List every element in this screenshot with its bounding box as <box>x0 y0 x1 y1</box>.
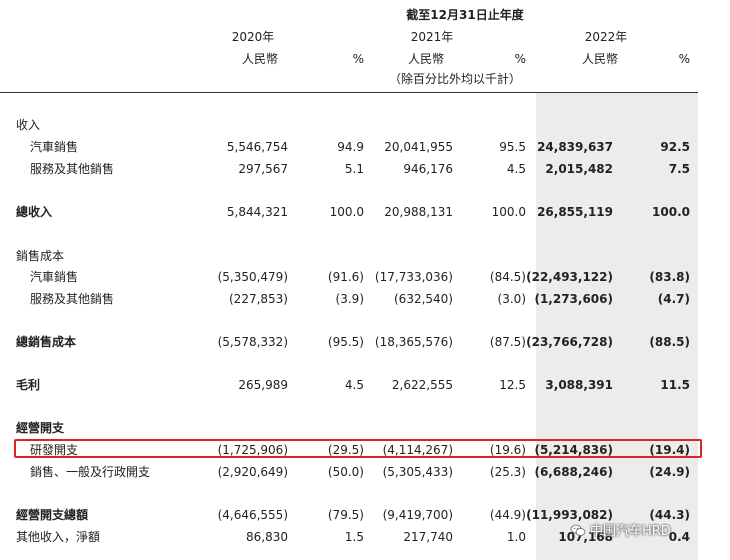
row-value: 100.0 <box>491 205 526 219</box>
row-value: (6,688,246) <box>534 465 613 479</box>
row-value: (4,114,267) <box>382 443 453 457</box>
pct-2021-header: % <box>514 52 526 66</box>
row-label: 服務及其他銷售 <box>30 162 115 176</box>
row-value: 2,622,555 <box>391 378 453 392</box>
row-value: (4.7) <box>657 292 690 306</box>
period-header: 截至12月31日止年度 <box>406 8 524 22</box>
row-value: 5,546,754 <box>226 140 288 154</box>
row-value: 1.5 <box>344 530 364 544</box>
row-value: (5,350,479) <box>217 270 288 284</box>
row-label: 經營開支總額 <box>16 508 89 522</box>
row-value: 92.5 <box>660 140 690 154</box>
row-value: 297,567 <box>238 162 288 176</box>
row-value: 5.1 <box>344 162 364 176</box>
row-value: (9,419,700) <box>382 508 453 522</box>
row-value: 4.5 <box>506 162 526 176</box>
row-value: (29.5) <box>327 443 364 457</box>
row-value: 0.4 <box>668 530 690 544</box>
rd-expense-highlight <box>14 439 702 458</box>
row-value: 26,855,119 <box>537 205 613 219</box>
row-value: (2,920,649) <box>217 465 288 479</box>
row-value: (11,993,082) <box>526 508 613 522</box>
row-label: 收入 <box>16 118 41 132</box>
row-value: 24,839,637 <box>537 140 613 154</box>
row-value: 7.5 <box>668 162 690 176</box>
row-value: (25.3) <box>489 465 526 479</box>
row-value: 5,844,321 <box>226 205 288 219</box>
row-value: (44.3) <box>649 508 690 522</box>
fy2022-column-shading <box>536 92 698 560</box>
year-2022-header: 2022年 <box>584 30 628 44</box>
year-2021-header: 2021年 <box>410 30 454 44</box>
row-value: (5,305,433) <box>382 465 453 479</box>
row-value: (88.5) <box>649 335 690 349</box>
row-value: 100.0 <box>329 205 364 219</box>
row-value: 11.5 <box>660 378 690 392</box>
row-value: 20,041,955 <box>384 140 453 154</box>
row-value: 94.9 <box>337 140 364 154</box>
row-label: 總銷售成本 <box>16 335 77 349</box>
row-value: (17,733,036) <box>374 270 453 284</box>
row-value: (79.5) <box>327 508 364 522</box>
row-value: 1.0 <box>506 530 526 544</box>
row-value: 3,088,391 <box>545 378 613 392</box>
row-value: 946,176 <box>403 162 453 176</box>
row-value: (24.9) <box>649 465 690 479</box>
wechat-icon <box>570 524 586 536</box>
row-label: 毛利 <box>16 378 41 392</box>
row-value: 20,988,131 <box>384 205 453 219</box>
row-value: (44.9) <box>489 508 526 522</box>
row-value: 4.5 <box>344 378 364 392</box>
row-value: (1,725,906) <box>217 443 288 457</box>
currency-2021-header: 人民幣 <box>407 52 444 66</box>
row-value: (5,214,836) <box>534 443 613 457</box>
row-label: 汽車銷售 <box>30 270 79 284</box>
currency-2022-header: 人民幣 <box>581 52 618 66</box>
row-value: 95.5 <box>499 140 526 154</box>
row-value: (95.5) <box>327 335 364 349</box>
row-value: (632,540) <box>394 292 453 306</box>
row-label: 銷售、一般及行政開支 <box>30 465 151 479</box>
row-value: (1,273,606) <box>534 292 613 306</box>
row-value: (83.8) <box>649 270 690 284</box>
row-label: 汽車銷售 <box>30 140 79 154</box>
row-value: 100.0 <box>652 205 690 219</box>
currency-2020-header: 人民幣 <box>241 52 278 66</box>
row-label: 銷售成本 <box>16 249 65 263</box>
row-value: (84.5) <box>489 270 526 284</box>
row-value: (5,578,332) <box>217 335 288 349</box>
row-value: 2,015,482 <box>545 162 613 176</box>
row-value: (3.0) <box>497 292 526 306</box>
row-value: (22,493,122) <box>526 270 613 284</box>
watermark-text: 中国汽车HRD <box>590 524 671 539</box>
pct-2020-header: % <box>352 52 364 66</box>
header-rule <box>0 92 698 93</box>
row-value: (4,646,555) <box>217 508 288 522</box>
row-value: 265,989 <box>238 378 288 392</box>
watermark: 中国汽车HRD <box>570 520 671 539</box>
row-value: (23,766,728) <box>526 335 613 349</box>
row-value: 107,168 <box>558 530 613 544</box>
row-value: (19.6) <box>489 443 526 457</box>
row-value: 86,830 <box>246 530 288 544</box>
row-label: 其他收入，淨額 <box>16 530 101 544</box>
row-value: 217,740 <box>403 530 453 544</box>
row-value: (87.5) <box>489 335 526 349</box>
row-label: 研發開支 <box>30 443 79 457</box>
row-value: (3.9) <box>335 292 364 306</box>
year-2020-header: 2020年 <box>231 30 275 44</box>
row-value: (19.4) <box>649 443 690 457</box>
row-value: (227,853) <box>229 292 288 306</box>
row-label: 服務及其他銷售 <box>30 292 115 306</box>
row-label: 經營開支 <box>16 421 65 435</box>
row-value: (91.6) <box>327 270 364 284</box>
row-value: (18,365,576) <box>374 335 453 349</box>
row-value: (50.0) <box>327 465 364 479</box>
unit-note: （除百分比外均以千計） <box>388 72 521 86</box>
pct-2022-header: % <box>678 52 690 66</box>
row-value: 12.5 <box>499 378 526 392</box>
row-label: 總收入 <box>16 205 53 219</box>
